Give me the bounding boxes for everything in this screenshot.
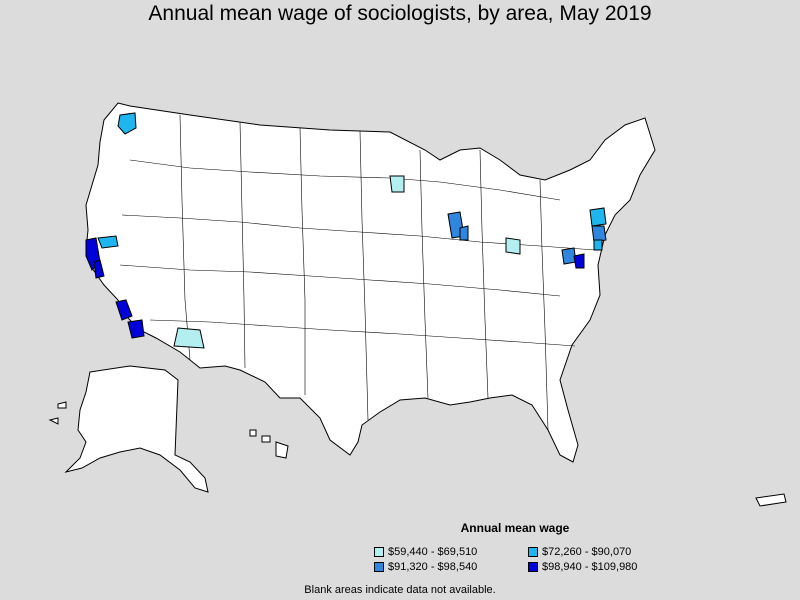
area-baltimore bbox=[573, 253, 585, 269]
legend-title: Annual mean wage bbox=[460, 521, 570, 535]
area-new-jersey bbox=[591, 225, 607, 243]
legend-item-1: $59,440 - $69,510 bbox=[374, 546, 477, 558]
area-sacramento bbox=[97, 235, 119, 249]
area-ohio bbox=[505, 237, 521, 255]
area-new-york bbox=[589, 207, 607, 227]
area-philadelphia bbox=[593, 239, 603, 251]
puerto-rico bbox=[755, 493, 787, 507]
area-san-jose bbox=[93, 259, 105, 279]
area-chicago-2 bbox=[459, 225, 469, 241]
legend-label-4: $98,940 - $109,980 bbox=[542, 561, 638, 573]
area-los-angeles bbox=[115, 299, 133, 321]
legend-label-2: $72,260 - $90,070 bbox=[542, 546, 632, 558]
alaska bbox=[48, 365, 209, 493]
area-minneapolis bbox=[389, 175, 405, 193]
area-borders bbox=[119, 114, 596, 431]
legend-swatch-4 bbox=[528, 562, 538, 572]
legend-label-1: $59,440 - $69,510 bbox=[388, 546, 478, 558]
legend-swatch-3 bbox=[374, 562, 384, 572]
legend-item-2: $72,260 - $90,070 bbox=[528, 546, 631, 558]
area-arizona bbox=[173, 327, 205, 349]
legend-label-3: $91,320 - $98,540 bbox=[388, 561, 478, 573]
area-seattle bbox=[117, 112, 137, 135]
legend-item-4: $98,940 - $109,980 bbox=[528, 561, 637, 573]
footnote: Blank areas indicate data not available. bbox=[304, 584, 496, 596]
area-san-diego bbox=[127, 319, 145, 339]
legend-swatch-2 bbox=[528, 547, 538, 557]
map-title: Annual mean wage of sociologists, by are… bbox=[148, 2, 652, 25]
wage-areas bbox=[85, 112, 607, 349]
legend-swatch-1 bbox=[374, 547, 384, 557]
legend-item-3: $91,320 - $98,540 bbox=[374, 561, 477, 573]
hawaii bbox=[249, 429, 289, 459]
